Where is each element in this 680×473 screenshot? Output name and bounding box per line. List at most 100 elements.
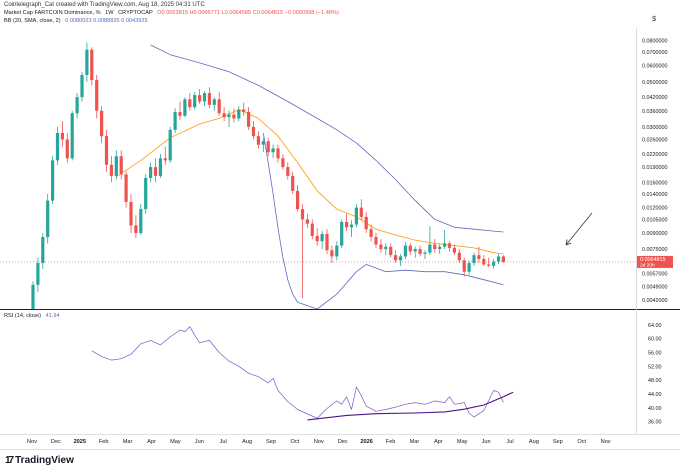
rsi-trend-curve — [307, 391, 514, 421]
bb-label[interactable]: BB (20, SMA, close, 2) — [4, 18, 61, 24]
annotation-arrow-head — [565, 239, 572, 246]
candle-body — [374, 236, 378, 245]
candle-body — [80, 75, 84, 98]
candle-body — [55, 132, 60, 161]
bb-lower-band — [262, 132, 504, 309]
candle-body — [266, 141, 270, 153]
last-price-countdown: 2d 20h — [640, 263, 655, 269]
candle-body — [467, 263, 471, 272]
candle-body — [340, 221, 344, 246]
rsi-tick-label: 48.00 — [648, 378, 662, 384]
price-tick-label: 0.0360000 — [642, 109, 667, 115]
candle-body — [398, 256, 403, 261]
candle-body — [188, 99, 192, 108]
rsi-tick-label: 56.00 — [648, 350, 662, 356]
time-tick-label: Nov — [601, 439, 611, 445]
bb-values: 0.0080023 0.0088835 0.0043925 — [65, 18, 148, 24]
price-tick-label: 0.0260000 — [642, 137, 667, 143]
tradingview-logo[interactable]: 17 TradingView — [5, 455, 74, 466]
candle-body — [41, 236, 45, 264]
candle-body — [222, 113, 226, 118]
time-tick-label: Dec — [51, 439, 61, 445]
price-tick-label: 0.0090000 — [642, 231, 667, 237]
candle-body — [477, 255, 481, 260]
candle-body — [207, 93, 211, 105]
symbol-legend: Market Cap FARTCOIN Dominance, % 1W CRYP… — [4, 10, 339, 16]
candle-body — [114, 156, 118, 176]
candle-body — [124, 174, 128, 202]
price-tick-label: 0.0049000 — [642, 285, 667, 291]
rsi-pane — [91, 326, 514, 421]
price-tick-label: 0.0140000 — [642, 192, 667, 198]
rsi-label[interactable]: RSI (14, close) — [4, 313, 41, 319]
price-tick-label: 0.0300000 — [642, 125, 667, 131]
price-tick-label: 0.0190000 — [642, 165, 667, 171]
price-tick-label: 0.0800000 — [642, 38, 667, 44]
price-tick-label: 0.0075000 — [642, 247, 667, 253]
candle-body — [413, 249, 417, 252]
candle-body — [447, 243, 452, 248]
time-tick-label: Dec — [338, 439, 348, 445]
candle-body — [369, 229, 373, 237]
bb-legend: BB (20, SMA, close, 2) 0.0080023 0.00888… — [4, 18, 148, 24]
candle-body — [163, 158, 167, 161]
brand-name: TradingView — [15, 455, 74, 466]
candle-body — [178, 112, 182, 116]
candle-body — [408, 245, 412, 252]
candle-body — [95, 80, 99, 111]
candle-body — [168, 129, 172, 161]
candle-body — [487, 264, 491, 266]
time-tick-label: Aug — [529, 439, 539, 445]
bb-upper-band — [150, 44, 504, 233]
candle-body — [119, 156, 123, 175]
symbol-interval: 1W — [105, 10, 114, 16]
chart-credit: Cointelegraph_Cat created with TradingVi… — [4, 2, 205, 8]
candle-body — [198, 95, 202, 102]
candle-body — [256, 136, 260, 145]
candle-body — [325, 233, 329, 251]
symbol-name[interactable]: Market Cap FARTCOIN Dominance, % — [4, 10, 101, 16]
bb-basis-line — [116, 109, 504, 255]
candle-body — [144, 177, 148, 210]
candle-body — [51, 160, 55, 201]
candle-body — [472, 255, 476, 264]
candle-body — [232, 114, 236, 119]
time-tick-label: Oct — [291, 439, 300, 445]
annotation-arrow-shaft — [565, 212, 593, 246]
rsi-tick-label: 64.00 — [648, 323, 662, 329]
candle-body — [227, 114, 231, 118]
last-price-tag — [637, 255, 673, 268]
time-tick-label: Jul — [506, 439, 513, 445]
candle-body — [139, 209, 143, 233]
time-tick-label: Mar — [410, 439, 420, 445]
candle-body — [100, 110, 104, 137]
candle-body — [173, 112, 177, 130]
price-tick-label: 0.0120000 — [642, 206, 667, 212]
price-tick-label: 0.0160000 — [642, 180, 667, 186]
ohlc-values: O0.0063815 H0.0066771 L0.0064585 C0.0064… — [157, 10, 339, 16]
rsi-tick-label: 60.00 — [648, 337, 662, 343]
time-tick-label: 2026 — [360, 439, 372, 445]
candle-body — [134, 225, 138, 233]
time-tick-label: Apr — [147, 439, 156, 445]
candle-body — [60, 132, 64, 140]
candle-body — [315, 235, 319, 242]
candle-body — [443, 243, 447, 247]
candle-body — [247, 112, 251, 127]
candle-body — [364, 216, 368, 230]
time-tick-label: Sep — [266, 439, 276, 445]
candle-body — [281, 158, 285, 168]
candle-body — [354, 207, 358, 225]
currency-button[interactable]: $ — [652, 16, 656, 23]
last-price-label: 0.0064815 — [640, 257, 665, 263]
candle-body — [212, 99, 216, 105]
price-tick-label: 0.0700000 — [642, 50, 667, 56]
rsi-legend: RSI (14, close) 41.94 — [4, 313, 60, 319]
time-tick-label: Oct — [577, 439, 586, 445]
candle-body — [104, 136, 109, 165]
candle-body — [438, 246, 442, 250]
time-tick-label: Jun — [195, 439, 204, 445]
candle-body — [85, 49, 89, 76]
price-tick-label: 0.0500000 — [642, 80, 667, 86]
